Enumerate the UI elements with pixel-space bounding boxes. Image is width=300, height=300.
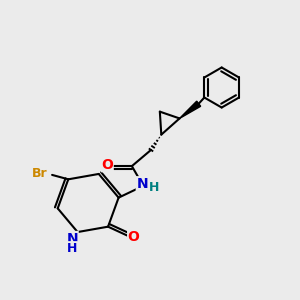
Text: H: H <box>67 242 77 255</box>
Text: O: O <box>128 230 140 244</box>
Text: H: H <box>149 181 159 194</box>
Text: N: N <box>136 177 148 191</box>
Text: O: O <box>101 158 113 172</box>
Text: Br: Br <box>32 167 47 180</box>
Polygon shape <box>180 101 201 118</box>
Text: N: N <box>67 232 78 245</box>
